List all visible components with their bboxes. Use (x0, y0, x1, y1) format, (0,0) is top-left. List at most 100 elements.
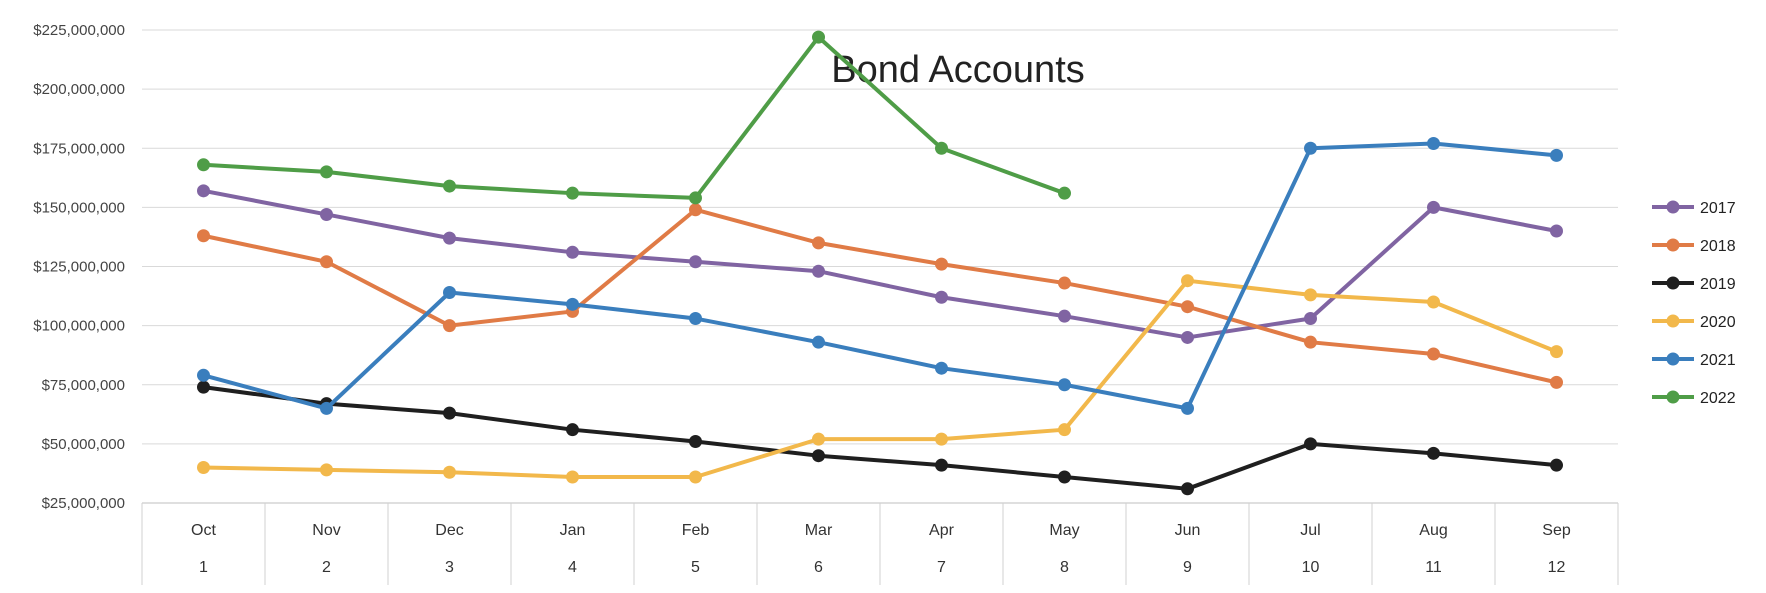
series-line (201, 35, 1067, 200)
legend-item: 2017 (1652, 200, 1736, 217)
y-tick-label: $150,000,000 (33, 199, 125, 216)
y-tick-label: $125,000,000 (33, 259, 125, 276)
data-point (935, 361, 948, 375)
x-tick-label: Dec (435, 522, 463, 539)
x-tick-number: 9 (1183, 559, 1192, 576)
x-tick-label: Aug (1419, 522, 1447, 539)
data-point (935, 458, 948, 472)
data-point (1304, 312, 1317, 326)
legend-label: 2017 (1700, 200, 1736, 217)
data-point (1427, 200, 1440, 214)
data-point (320, 463, 333, 477)
data-point (1181, 401, 1194, 415)
x-tick-label: May (1049, 522, 1079, 539)
data-point (935, 432, 948, 446)
data-point (1058, 423, 1071, 437)
series-2017 (197, 184, 1563, 344)
x-tick-number: 3 (445, 559, 454, 576)
data-point (197, 461, 210, 475)
data-point (1058, 186, 1071, 200)
data-point (443, 231, 456, 245)
data-point (689, 435, 702, 449)
data-point (320, 207, 333, 221)
x-axis-categories: Oct 1 Nov 2 Dec 3 Jan 4 Feb 5 Mar 6 Apr 7 May 8 Jun 9 Jul 1… (141, 502, 1619, 585)
x-tick-number: 12 (1548, 559, 1566, 576)
legend-swatch-marker (1666, 390, 1680, 404)
data-point (197, 184, 210, 198)
legend-item: 2022 (1652, 390, 1736, 407)
data-point (935, 290, 948, 304)
data-point (689, 312, 702, 326)
data-point (197, 229, 210, 243)
data-point (1181, 274, 1194, 288)
data-point (566, 186, 579, 200)
data-point (812, 432, 825, 446)
x-tick-number: 1 (199, 559, 208, 576)
data-point (935, 257, 948, 271)
y-tick-label: $75,000,000 (42, 377, 125, 394)
data-point (935, 141, 948, 155)
data-point (1550, 148, 1563, 162)
data-point (1181, 300, 1194, 314)
data-point (1427, 295, 1440, 309)
legend-label: 2020 (1700, 314, 1736, 331)
data-point (1058, 470, 1071, 484)
data-point (812, 449, 825, 463)
data-point (443, 465, 456, 479)
data-point (320, 401, 333, 415)
data-point (1427, 137, 1440, 151)
data-point (1550, 375, 1563, 389)
data-point (689, 203, 702, 217)
x-tick-label: Oct (191, 522, 216, 539)
legend-swatch-marker (1666, 200, 1680, 214)
legend-swatch-marker (1666, 238, 1680, 252)
legend: 2017 2018 2019 2020 2021 2022 (1652, 200, 1736, 407)
data-point (689, 255, 702, 269)
x-tick-label: Sep (1542, 522, 1571, 539)
x-tick-label: Feb (682, 522, 710, 539)
legend-swatch-marker (1666, 314, 1680, 328)
y-tick-label: $200,000,000 (33, 81, 125, 98)
y-tick-label: $100,000,000 (33, 318, 125, 335)
data-point (812, 335, 825, 349)
series-2018 (197, 203, 1563, 389)
data-point (443, 179, 456, 193)
x-tick-number: 2 (322, 559, 331, 576)
data-point (1550, 224, 1563, 238)
data-point (566, 423, 579, 437)
x-tick-number: 11 (1425, 559, 1442, 576)
x-tick-label: Apr (929, 522, 955, 539)
legend-label: 2018 (1700, 238, 1736, 255)
x-tick-label: Jun (1175, 522, 1201, 539)
x-tick-label: Jan (560, 522, 586, 539)
y-tick-label: $50,000,000 (42, 436, 125, 453)
series-group (197, 30, 1563, 496)
data-point (1304, 335, 1317, 349)
data-point (1058, 309, 1071, 323)
series-2021 (197, 137, 1563, 415)
series-line (201, 141, 1559, 411)
data-point (320, 165, 333, 179)
y-axis-ticks: $25,000,000 $50,000,000 $75,000,000 $100,00… (33, 22, 125, 512)
data-point (1427, 446, 1440, 460)
y-tick-label: $175,000,000 (33, 140, 125, 157)
series-line (201, 278, 1559, 479)
data-point (197, 380, 210, 394)
x-tick-number: 10 (1302, 559, 1320, 576)
gridlines (142, 29, 1618, 504)
data-point (1550, 458, 1563, 472)
x-tick-label: Nov (312, 522, 340, 539)
data-point (1550, 345, 1563, 359)
data-point (197, 368, 210, 382)
data-point (1181, 482, 1194, 496)
legend-label: 2019 (1700, 276, 1736, 293)
data-point (1058, 378, 1071, 392)
data-point (320, 255, 333, 269)
chart-title: Bond Accounts (831, 49, 1085, 91)
data-point (689, 191, 702, 205)
y-tick-label: $225,000,000 (33, 22, 125, 39)
legend-label: 2022 (1700, 390, 1736, 407)
x-tick-number: 6 (814, 559, 823, 576)
data-point (812, 30, 825, 44)
